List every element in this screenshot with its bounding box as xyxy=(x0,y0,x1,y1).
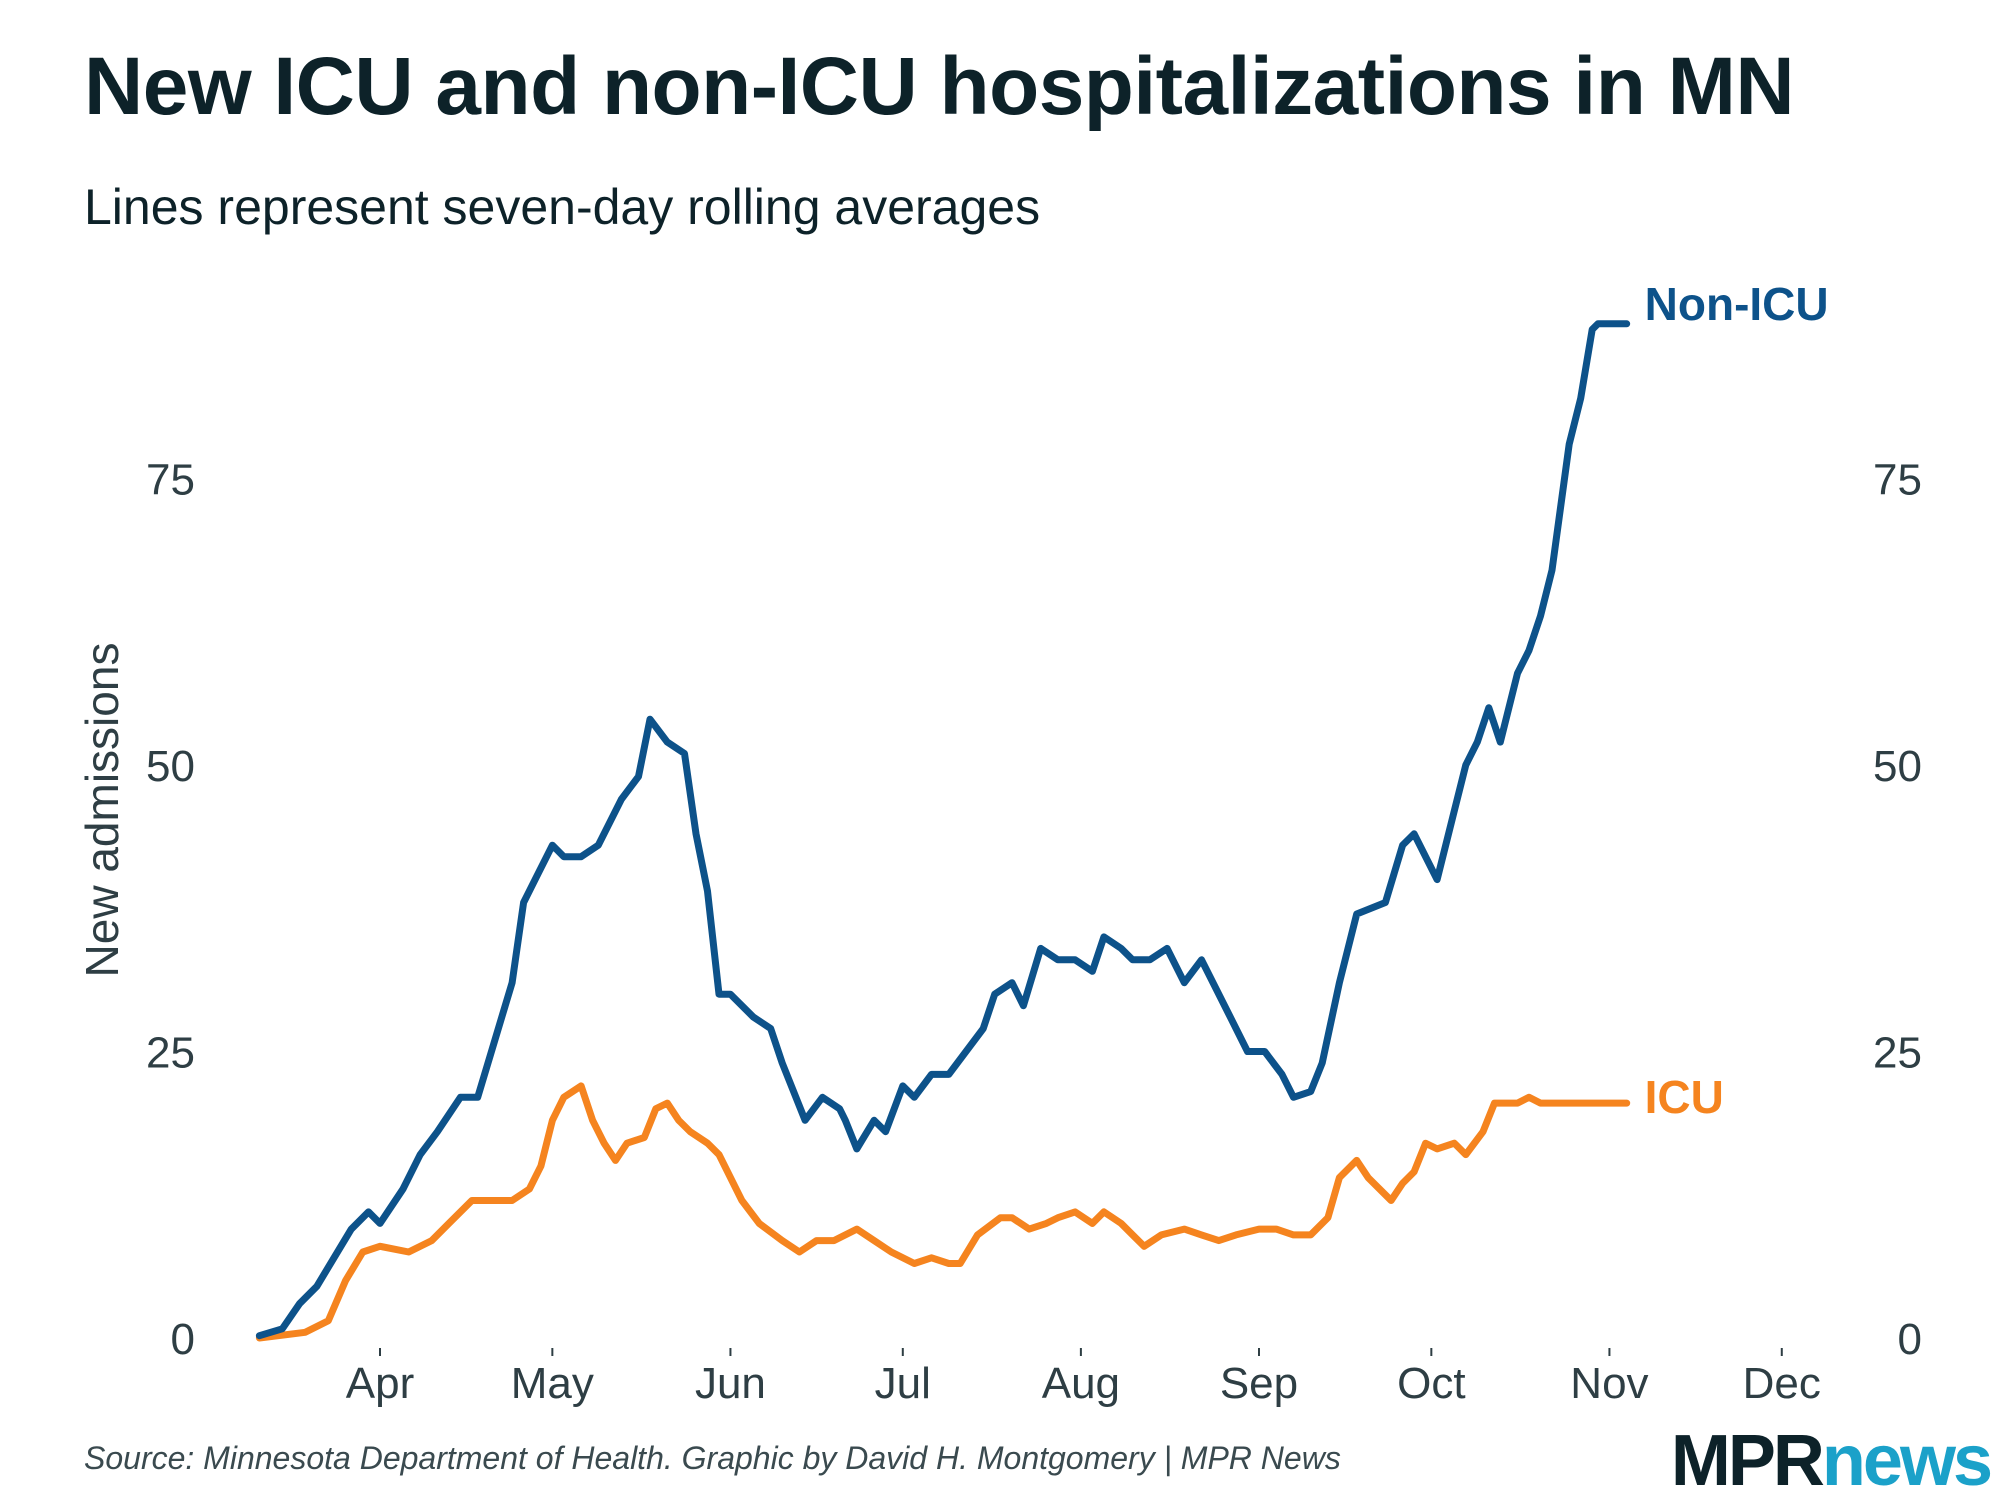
y-tick-label-left: 50 xyxy=(146,742,195,791)
y-tick-label-right: 25 xyxy=(1873,1029,1922,1078)
y-tick-label-right: 50 xyxy=(1873,742,1922,791)
x-tick-label: May xyxy=(511,1359,594,1408)
x-tick-label: Jul xyxy=(875,1359,931,1408)
series-line-icu xyxy=(255,1082,1631,1342)
source-note: Source: Minnesota Department of Health. … xyxy=(84,1440,1341,1476)
logo-mpr: MPR xyxy=(1670,1421,1825,1501)
chart-subtitle: Lines represent seven-day rolling averag… xyxy=(84,179,1041,235)
y-axis-right: 0 25 50 75 xyxy=(1873,456,1922,1365)
y-axis-left: 0 25 50 75 xyxy=(146,456,195,1365)
y-tick-label-left: 75 xyxy=(146,456,195,505)
x-tick-label: Sep xyxy=(1220,1359,1298,1408)
chart-title: New ICU and non-ICU hospitalizations in … xyxy=(84,41,1795,132)
x-tick-label: Dec xyxy=(1743,1359,1821,1408)
y-axis-title: New admissions xyxy=(76,643,128,978)
mpr-news-logo: MPRnews xyxy=(1670,1420,1993,1502)
x-tick-label: Oct xyxy=(1397,1359,1465,1408)
y-tick-label-right: 75 xyxy=(1873,456,1922,505)
series-line-non-icu xyxy=(255,320,1631,1340)
series-lines xyxy=(255,320,1631,1342)
y-tick-label-left: 25 xyxy=(146,1029,195,1078)
logo-news: news xyxy=(1821,1421,1993,1501)
x-tick-label: Apr xyxy=(346,1359,414,1408)
x-tick-label: Nov xyxy=(1570,1359,1648,1408)
y-tick-label-left: 0 xyxy=(171,1315,195,1364)
series-label-icu: ICU xyxy=(1645,1071,1724,1123)
x-tick-label: Jun xyxy=(695,1359,766,1408)
y-tick-label-right: 0 xyxy=(1898,1315,1922,1364)
x-axis: Apr May Jun Jul Aug Sep Oct Nov Dec xyxy=(346,1348,1821,1408)
x-tick-label: Aug xyxy=(1042,1359,1120,1408)
series-label-non-icu: Non-ICU xyxy=(1645,278,1829,330)
